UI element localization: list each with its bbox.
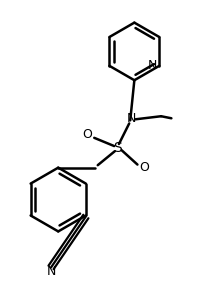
Text: N: N xyxy=(46,265,55,278)
Text: O: O xyxy=(139,161,149,174)
Text: S: S xyxy=(113,141,122,155)
Text: O: O xyxy=(82,128,91,141)
Text: N: N xyxy=(147,59,157,72)
Text: N: N xyxy=(126,112,135,125)
